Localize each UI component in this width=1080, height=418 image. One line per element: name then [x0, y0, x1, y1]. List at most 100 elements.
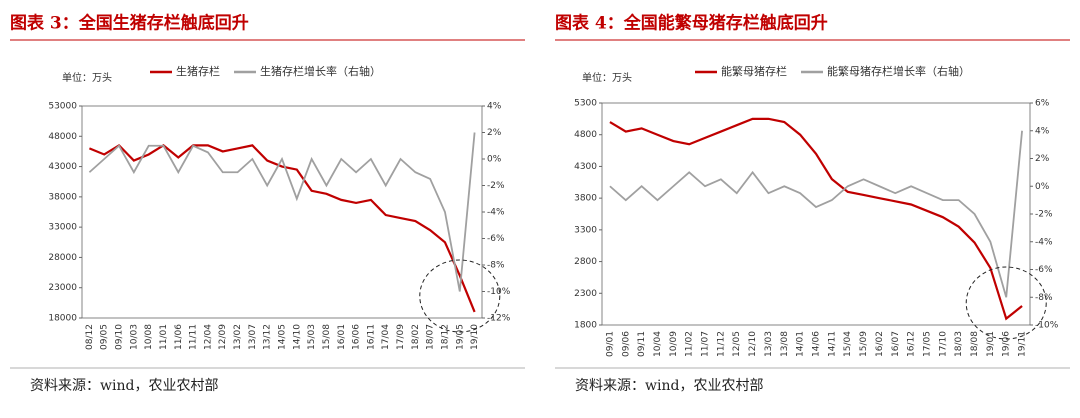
y-tick-label: 28000: [48, 253, 77, 263]
x-tick-label: 09/10: [115, 324, 125, 350]
x-tick-label: 12/10: [748, 331, 758, 357]
x-tick-label: 13/08: [780, 331, 790, 357]
y-tick-label: 53000: [48, 102, 77, 112]
x-tick-label: 10/03: [129, 324, 139, 350]
y2-tick-label: -12%: [487, 314, 511, 324]
x-tick-label: 14/10: [292, 324, 302, 350]
chart-title: 图表 3：全国生猪存栏触底回升: [10, 13, 249, 34]
series-line: [609, 130, 1023, 298]
x-tick-label: 15/03: [307, 324, 317, 350]
x-tick-label: 16/01: [337, 324, 347, 350]
x-tick-label: 10/09: [669, 331, 679, 357]
x-tick-label: 18/07: [426, 324, 436, 350]
x-tick-label: 19/05: [455, 324, 465, 350]
x-tick-label: 16/07: [891, 331, 901, 357]
x-tick-label: 12/09: [218, 324, 228, 350]
x-tick-label: 13/03: [764, 331, 774, 357]
y-tick-label: 3300: [574, 225, 597, 235]
source: 资料来源：wind，农业农村部: [575, 378, 763, 394]
x-tick-label: 08/12: [85, 324, 95, 350]
x-tick-label: 19/10: [470, 324, 480, 350]
y2-tick-label: 2%: [1035, 154, 1050, 164]
plot-frame: [601, 102, 1031, 326]
x-tick-label: 14/01: [796, 331, 806, 357]
x-tick-label: 15/09: [859, 331, 869, 357]
x-tick-label: 11/07: [701, 331, 711, 357]
x-tick-label: 14/06: [812, 331, 822, 357]
x-tick-label: 12/05: [732, 331, 742, 357]
x-tick-label: 16/06: [352, 324, 362, 350]
y-tick-label: 2300: [574, 289, 597, 299]
y-tick-label: 18000: [48, 314, 77, 324]
x-tick-label: 18/08: [970, 331, 980, 357]
y2-tick-label: 6%: [1035, 99, 1050, 109]
unit-label: 单位：万头: [62, 71, 112, 84]
x-tick-label: 09/06: [621, 331, 631, 357]
y2-tick-label: 4%: [1035, 126, 1050, 136]
y2-tick-label: 0%: [487, 155, 502, 165]
y-tick-label: 43000: [48, 162, 77, 172]
y-tick-label: 1800: [574, 321, 597, 331]
y2-tick-label: -4%: [487, 208, 505, 218]
plot-frame: [81, 105, 483, 319]
legend-label: 生猪存栏增长率（右轴）: [260, 64, 381, 78]
y-tick-label: 3800: [574, 194, 597, 204]
y2-tick-label: -6%: [1035, 265, 1053, 275]
x-tick-label: 16/11: [366, 324, 376, 350]
y-tick-label: 38000: [48, 192, 77, 202]
unit-label: 单位：万头: [582, 71, 632, 84]
y-tick-label: 4800: [574, 130, 597, 140]
x-tick-label: 17/10: [938, 331, 948, 357]
x-tick-label: 10/08: [144, 324, 154, 350]
x-tick-label: 18/03: [954, 331, 964, 357]
x-tick-label: 14/11: [827, 331, 837, 357]
x-tick-label: 15/04: [843, 331, 853, 357]
y2-tick-label: -8%: [1035, 293, 1053, 303]
x-tick-label: 09/01: [605, 331, 615, 357]
y2-tick-label: 0%: [1035, 182, 1050, 192]
y2-tick-label: -10%: [1035, 321, 1059, 331]
x-tick-label: 10/04: [653, 331, 663, 357]
x-tick-label: 13/12: [263, 324, 273, 350]
x-tick-label: 16/12: [907, 331, 917, 357]
x-tick-label: 11/02: [685, 331, 695, 357]
x-tick-label: 18/12: [440, 324, 450, 350]
legend-label: 生猪存栏: [176, 64, 220, 78]
x-tick-label: 19/01: [986, 331, 996, 357]
y2-tick-label: -10%: [487, 287, 511, 297]
y2-tick-label: -4%: [1035, 237, 1053, 247]
x-tick-label: 19/11: [1018, 331, 1028, 357]
highlight-circle: [965, 266, 1047, 340]
x-tick-label: 11/11: [189, 324, 199, 350]
x-tick-label: 18/02: [411, 324, 421, 350]
chart-title: 图表 4：全国能繁母猪存栏触底回升: [555, 13, 828, 34]
series-line: [609, 117, 1023, 321]
highlight-circle: [419, 259, 501, 333]
x-tick-label: 19/06: [1002, 331, 1012, 357]
series-line: [88, 143, 476, 313]
y2-tick-label: -2%: [487, 181, 505, 191]
x-tick-label: 11/06: [174, 324, 184, 350]
x-tick-label: 17/09: [396, 324, 406, 350]
x-tick-label: 17/04: [381, 324, 391, 350]
y-tick-label: 33000: [48, 223, 77, 233]
y-tick-label: 4300: [574, 162, 597, 172]
series-line: [88, 132, 476, 292]
x-tick-label: 09/05: [100, 324, 110, 350]
legend-label: 能繁母猪存栏: [721, 64, 787, 78]
x-tick-label: 11/01: [159, 324, 169, 350]
y2-tick-label: 2%: [487, 128, 502, 138]
y-tick-label: 48000: [48, 132, 77, 142]
y-tick-label: 5300: [574, 99, 597, 109]
x-tick-label: 17/05: [922, 331, 932, 357]
x-tick-label: 13/02: [233, 324, 243, 350]
x-tick-label: 12/04: [203, 324, 213, 350]
y2-tick-label: -2%: [1035, 210, 1053, 220]
x-tick-label: 09/11: [637, 331, 647, 357]
x-tick-label: 15/08: [322, 324, 332, 350]
y2-tick-label: 4%: [487, 102, 502, 112]
y-tick-label: 2800: [574, 257, 597, 267]
y2-tick-label: -6%: [487, 234, 505, 244]
legend-label: 能繁母猪存栏增长率（右轴）: [827, 64, 970, 78]
